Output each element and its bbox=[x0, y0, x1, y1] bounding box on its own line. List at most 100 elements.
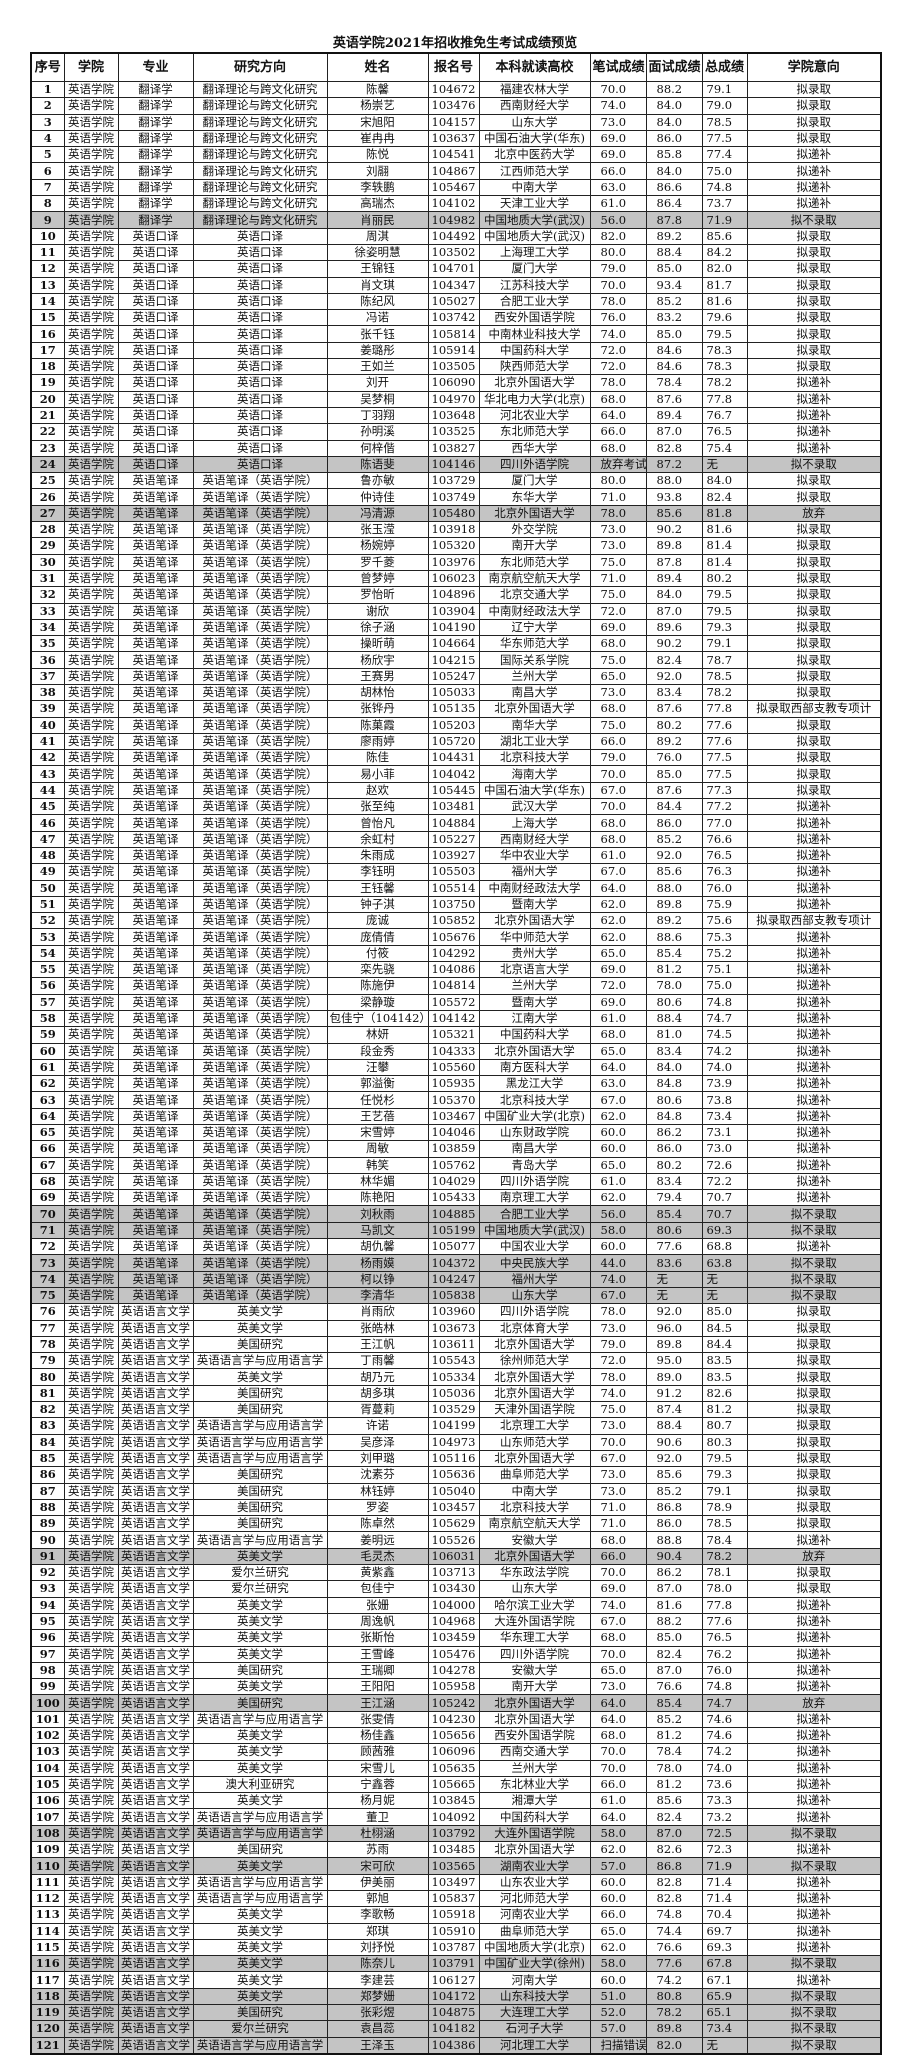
cell-intent: 拟录取 bbox=[746, 488, 882, 506]
cell-college: 英语学院 bbox=[63, 390, 119, 408]
cell-intent: 拟录取 bbox=[746, 227, 882, 245]
cell-no: 106 bbox=[30, 1792, 65, 1810]
cell-school: 山东大学 bbox=[478, 1580, 591, 1598]
cell-name: 陈艳阳 bbox=[326, 1189, 429, 1207]
cell-school: 北京理工大学 bbox=[478, 1417, 591, 1435]
cell-major: 英语语言文学 bbox=[117, 2020, 194, 2038]
cell-college: 英语学院 bbox=[63, 1564, 119, 1582]
cell-reg-no: 103827 bbox=[427, 439, 480, 457]
cell-intent: 拟递补 bbox=[746, 439, 882, 457]
cell-reg-no: 105636 bbox=[427, 1466, 480, 1484]
cell-major: 英语笔译 bbox=[117, 602, 194, 620]
cell-name: 张彩煜 bbox=[326, 2004, 429, 2022]
cell-college: 英语学院 bbox=[63, 537, 119, 555]
cell-reg-no: 105033 bbox=[427, 683, 480, 702]
cell-no: 57 bbox=[30, 993, 65, 1011]
cell-intent: 拟录取 bbox=[746, 309, 882, 327]
table-row: 50 英语学院 英语笔译 英语笔译（英语学院） 王钰馨 105514 中南财经政法大学 64.… bbox=[30, 879, 882, 897]
table-row: 62 英语学院 英语笔译 英语笔译（英语学院） 郭溢衡 105935 黑龙江大学 63.0 84… bbox=[30, 1075, 882, 1093]
table-row: 90 英语学院 英语语言文学 英语语言学与应用语言学 姜明远 105526 安徽大学 68.0… bbox=[30, 1531, 882, 1549]
cell-direction: 英语笔译（英语学院） bbox=[192, 895, 328, 914]
table-row: 2 英语学院 翻译学 翻译理论与跨文化研究 杨崇艺 103476 西南财经大学 74.0 84.… bbox=[30, 97, 882, 115]
cell-direction: 英语口译 bbox=[192, 439, 328, 457]
cell-college: 英语学院 bbox=[63, 1189, 119, 1207]
cell-no: 60 bbox=[30, 1042, 65, 1060]
cell-major: 英语语言文学 bbox=[117, 1580, 194, 1598]
cell-direction: 英语口译 bbox=[192, 309, 328, 327]
cell-interview-score: 86.0 bbox=[645, 1140, 703, 1158]
cell-intent: 拟递补 bbox=[746, 1743, 882, 1761]
cell-direction: 英美文学 bbox=[192, 1759, 328, 1777]
cell-college: 英语学院 bbox=[63, 243, 119, 262]
cell-name: 钟子淇 bbox=[326, 895, 429, 914]
cell-name: 许诺 bbox=[326, 1417, 429, 1435]
cell-school: 南方医科大学 bbox=[478, 1058, 591, 1077]
cell-school: 北京外国语大学 bbox=[478, 1368, 591, 1386]
cell-total-score: 82.0 bbox=[701, 260, 748, 278]
cell-direction: 英语笔译（英语学院） bbox=[192, 1238, 328, 1256]
cell-written-score: 67.0 bbox=[589, 1091, 647, 1109]
cell-no: 1 bbox=[30, 80, 65, 99]
cell-interview-score: 86.6 bbox=[645, 178, 703, 197]
cell-interview-score: 89.4 bbox=[645, 569, 703, 588]
cell-total-score: 67.8 bbox=[701, 1955, 748, 1973]
cell-written-score: 72.0 bbox=[589, 602, 647, 620]
cell-name: 肖丽民 bbox=[326, 211, 429, 229]
table-row: 28 英语学院 英语笔译 英语笔译（英语学院） 张玉滢 103918 外交学院 73.0 90.… bbox=[30, 521, 882, 539]
cell-college: 英语学院 bbox=[63, 227, 119, 245]
cell-major: 英语笔译 bbox=[117, 1140, 194, 1158]
cell-no: 96 bbox=[30, 1629, 65, 1647]
table-row: 49 英语学院 英语笔译 英语笔译（英语学院） 李钰明 105503 福州大学 67.0 85.… bbox=[30, 863, 882, 881]
cell-school: 大连外国语学院 bbox=[478, 1612, 591, 1631]
cell-name: 王艺蓓 bbox=[326, 1107, 429, 1126]
cell-written-score: 74.0 bbox=[589, 97, 647, 115]
table-row: 41 英语学院 英语笔译 英语笔译（英语学院） 廖雨婷 105720 湖北工业大学 66.0 8… bbox=[30, 732, 882, 751]
cell-school: 曲阜师范大学 bbox=[478, 1466, 591, 1484]
cell-total-score: 74.8 bbox=[701, 993, 748, 1011]
cell-direction: 英语笔译（英语学院） bbox=[192, 602, 328, 620]
cell-no: 54 bbox=[30, 944, 65, 963]
cell-college: 英语学院 bbox=[63, 1009, 119, 1028]
cell-school: 哈尔滨工业大学 bbox=[478, 1596, 591, 1614]
cell-intent: 拟录取西部支教专项计 bbox=[746, 912, 882, 930]
cell-intent: 拟递补 bbox=[746, 390, 882, 408]
cell-college: 英语学院 bbox=[63, 1955, 119, 1973]
cell-major: 英语口译 bbox=[117, 260, 194, 278]
cell-direction: 英语语言学与应用语言学 bbox=[192, 1531, 328, 1549]
cell-no: 105 bbox=[30, 1775, 65, 1794]
cell-college: 英语学院 bbox=[63, 1335, 119, 1354]
cell-reg-no: 103457 bbox=[427, 1498, 480, 1517]
cell-college: 英语学院 bbox=[63, 341, 119, 360]
cell-direction: 英语笔译（英语学院） bbox=[192, 537, 328, 555]
cell-major: 英语语言文学 bbox=[117, 1564, 194, 1582]
cell-major: 英语笔译 bbox=[117, 1123, 194, 1142]
cell-no: 77 bbox=[30, 1319, 65, 1337]
cell-reg-no: 103611 bbox=[427, 1335, 480, 1354]
cell-no: 85 bbox=[30, 1449, 65, 1468]
cell-written-score: 65.0 bbox=[589, 1156, 647, 1174]
cell-written-score: 64.0 bbox=[589, 1710, 647, 1728]
cell-interview-score: 89.8 bbox=[645, 895, 703, 914]
cell-written-score: 58.0 bbox=[589, 1221, 647, 1240]
cell-name: 姜璐彤 bbox=[326, 341, 429, 360]
cell-school: 西华大学 bbox=[478, 439, 591, 457]
cell-name: 丁雨馨 bbox=[326, 1352, 429, 1370]
cell-direction: 英语笔译（英语学院） bbox=[192, 504, 328, 523]
cell-major: 英语笔译 bbox=[117, 667, 194, 685]
cell-college: 英语学院 bbox=[63, 195, 119, 213]
cell-no: 6 bbox=[30, 162, 65, 180]
cell-major: 英语笔译 bbox=[117, 521, 194, 539]
cell-written-score: 61.0 bbox=[589, 846, 647, 865]
cell-interview-score: 82.8 bbox=[645, 1873, 703, 1891]
cell-name: 罗怡昕 bbox=[326, 586, 429, 604]
cell-intent: 拟录取 bbox=[746, 1515, 882, 1533]
cell-intent: 拟递补 bbox=[746, 1629, 882, 1647]
cell-major: 英语笔译 bbox=[117, 846, 194, 865]
cell-name: 王雪峰 bbox=[326, 1645, 429, 1663]
cell-name: 张铧丹 bbox=[326, 700, 429, 718]
cell-total-score: 78.4 bbox=[701, 1531, 748, 1549]
cell-school: 北京语言大学 bbox=[478, 961, 591, 979]
cell-interview-score: 85.2 bbox=[645, 292, 703, 311]
cell-reg-no: 104029 bbox=[427, 1172, 480, 1191]
cell-college: 英语学院 bbox=[63, 863, 119, 881]
